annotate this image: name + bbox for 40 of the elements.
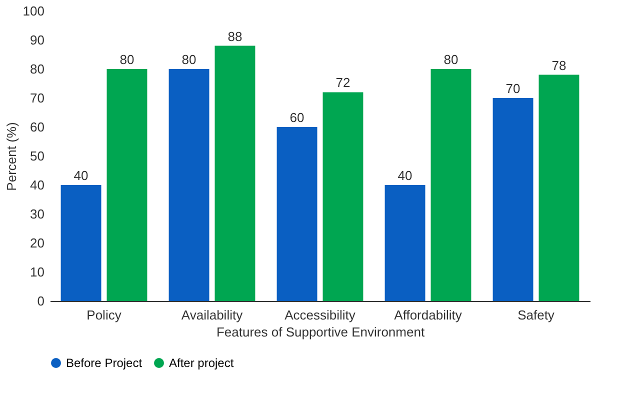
- x-axis-title: Features of Supportive Environment: [216, 324, 425, 340]
- y-tick-label: 20: [30, 236, 44, 250]
- data-label: 70: [506, 81, 520, 96]
- y-tick-label: 10: [30, 264, 44, 280]
- bar: [430, 69, 472, 301]
- y-tick-label: 100: [22, 4, 44, 18]
- y-tick-label: 50: [30, 148, 44, 164]
- legend-label: Before Project: [66, 356, 143, 370]
- x-tick-label: Policy: [86, 308, 122, 322]
- x-tick-label: Safety: [518, 308, 555, 322]
- bar: [538, 74, 580, 301]
- bar: [384, 185, 426, 301]
- y-tick-label: 70: [30, 90, 44, 106]
- y-tick-label: 0: [37, 294, 44, 308]
- data-label: 60: [290, 110, 304, 125]
- bar: [168, 69, 210, 301]
- data-label: 88: [228, 28, 242, 44]
- bar: [60, 185, 102, 301]
- y-tick-label: 90: [30, 32, 44, 48]
- data-label: 40: [398, 168, 412, 183]
- data-label: 80: [120, 52, 134, 67]
- bar: [214, 46, 256, 301]
- data-label: 80: [182, 52, 196, 67]
- y-tick-label: 80: [30, 62, 44, 76]
- y-tick-label: 60: [30, 120, 44, 134]
- y-tick-label: 30: [30, 206, 44, 222]
- bar: [106, 69, 148, 301]
- data-label: 78: [552, 58, 566, 73]
- data-label: 80: [444, 52, 458, 67]
- bar: [322, 92, 364, 301]
- bar: [492, 98, 534, 301]
- x-tick-label: Accessibility: [284, 308, 356, 322]
- data-label: 72: [336, 75, 350, 90]
- data-label: 40: [74, 168, 88, 183]
- y-axis-title: Percent (%): [4, 122, 19, 191]
- x-tick-label: Affordability: [394, 308, 462, 322]
- bar: [276, 127, 318, 301]
- legend-label: After project: [169, 356, 234, 370]
- x-tick-label: Availability: [181, 308, 244, 322]
- y-tick-label: 40: [30, 178, 44, 192]
